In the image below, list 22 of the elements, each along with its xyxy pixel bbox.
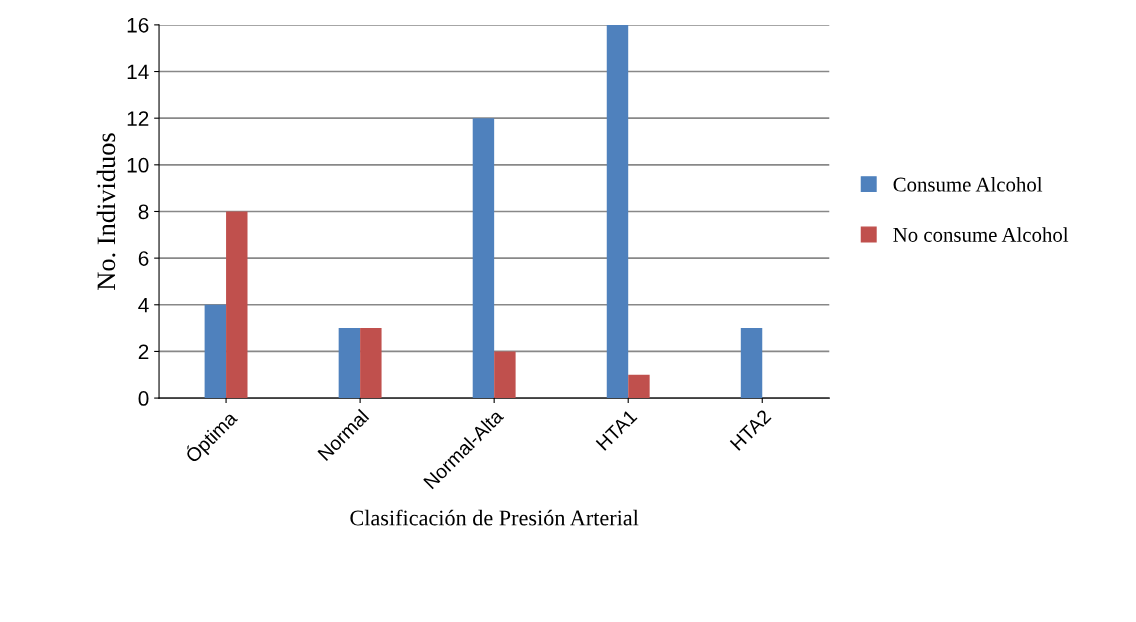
y-tick-label: 0	[138, 391, 149, 406]
x-axis-title: Clasificación de Presión Arterial	[350, 509, 639, 526]
bar	[494, 351, 516, 399]
y-axis-title: No. Individuos	[96, 133, 116, 290]
bar	[338, 328, 361, 399]
y-tick-label: 4	[138, 298, 149, 313]
legend-label: Consume Alcohol	[893, 176, 1043, 192]
bar	[226, 211, 248, 399]
y-tick-label: 6	[138, 251, 149, 266]
bar	[204, 304, 227, 399]
bar	[472, 118, 495, 399]
y-tick-label: 10	[127, 157, 149, 173]
y-tick-label: 12	[127, 111, 149, 126]
bar	[606, 24, 629, 399]
y-tick-label: 2	[138, 344, 149, 359]
y-tick-label: 16	[127, 17, 149, 33]
bar	[628, 374, 650, 399]
bar	[740, 328, 763, 399]
y-tick-label: 14	[127, 64, 149, 80]
y-tick-label: 8	[138, 204, 149, 220]
bar	[360, 328, 382, 399]
legend-label: No consume Alcohol	[893, 227, 1069, 242]
